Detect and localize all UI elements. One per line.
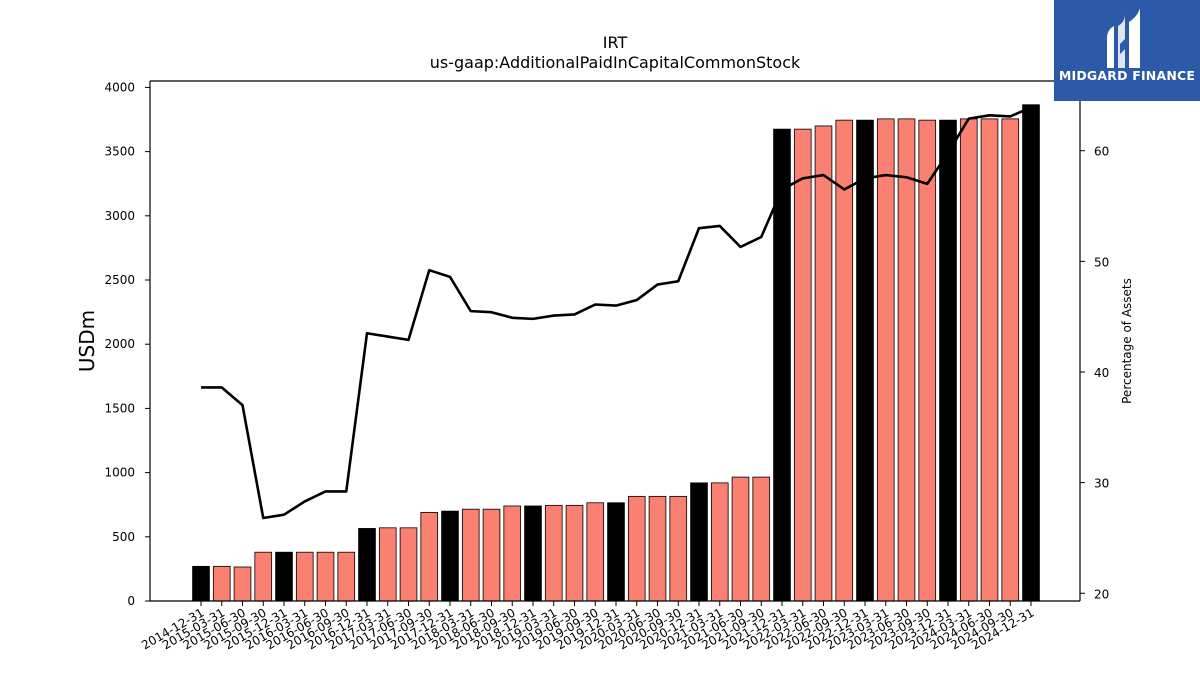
y2-tick-label: 50 <box>1094 255 1109 269</box>
bar-series <box>192 104 1040 602</box>
brand-logo: MIDGARD FINANCE <box>1054 0 1200 101</box>
y-tick-label: 3500 <box>104 145 135 159</box>
y-tick-label: 1000 <box>104 466 135 480</box>
bar-2017-03-31 <box>378 527 397 602</box>
bar-2015-03-31 <box>212 565 231 602</box>
bar-2020-06-30 <box>648 495 667 602</box>
logo-text: MIDGARD FINANCE <box>1058 68 1196 83</box>
y-tick-label: 500 <box>112 530 135 544</box>
bar-2021-06-30 <box>731 476 750 602</box>
y2-tick-label: 20 <box>1094 587 1109 601</box>
bar-2017-09-30 <box>420 512 439 602</box>
bar-2018-03-31 <box>461 508 480 602</box>
bar-2019-06-30 <box>565 504 584 602</box>
line-series <box>201 106 1032 520</box>
y2-tick-label: 60 <box>1094 145 1109 159</box>
bar-2019-03-31 <box>544 504 563 602</box>
y-tick-label: 2000 <box>104 337 135 351</box>
y2-axis-label: Percentage of Assets <box>1120 278 1134 404</box>
bar-2023-03-31 <box>876 118 895 602</box>
bar-2020-09-30 <box>669 495 688 602</box>
bar-2024-06-30 <box>980 118 999 602</box>
bar-2016-06-30 <box>316 551 335 602</box>
y-axis-label: USDm <box>75 310 99 372</box>
y-tick-label: 2500 <box>104 273 135 287</box>
bar-2022-12-31 <box>856 119 874 602</box>
axes: 0 500 1000 1500 2000 2500 3000 3500 4000 20 30 40 50… <box>104 80 1109 652</box>
bar-2020-12-31 <box>690 482 708 602</box>
y2-tick-label: 40 <box>1094 366 1109 380</box>
bar-2018-06-30 <box>482 508 501 602</box>
chart-title: IRT <box>603 33 628 52</box>
percentage-line <box>201 106 1032 520</box>
bar-2014-12-31 <box>192 565 210 602</box>
bar-2017-06-30 <box>399 527 418 602</box>
bar-2018-09-30 <box>503 505 522 602</box>
bar-2021-03-31 <box>710 482 729 602</box>
bar-2022-03-31 <box>793 128 812 602</box>
bar-2023-06-30 <box>897 118 916 602</box>
y-tick-label: 3000 <box>104 209 135 223</box>
bar-2021-09-30 <box>752 476 771 602</box>
bar-2015-09-30 <box>254 551 273 602</box>
bar-2023-12-31 <box>939 119 957 602</box>
bar-2016-12-31 <box>358 528 376 602</box>
y-tick-label: 4000 <box>104 80 135 94</box>
y-tick-label: 1500 <box>104 401 135 415</box>
bar-2019-12-31 <box>607 502 625 602</box>
bar-2016-09-30 <box>337 551 356 602</box>
bar-2023-09-30 <box>918 119 937 602</box>
bar-2020-03-31 <box>627 495 646 602</box>
bar-2015-06-30 <box>233 566 252 602</box>
bar-2018-12-31 <box>524 505 542 602</box>
bar-2015-12-31 <box>275 551 293 602</box>
bar-2019-09-30 <box>586 502 605 602</box>
bar-2024-03-31 <box>959 118 978 602</box>
bar-2022-06-30 <box>814 125 833 602</box>
midgard-logo-icon <box>1107 8 1140 68</box>
bar-2016-03-31 <box>295 551 314 602</box>
bar-2024-09-30 <box>1001 118 1020 602</box>
bar-2022-09-30 <box>835 119 854 602</box>
y-tick-label: 0 <box>127 594 135 608</box>
bar-2024-12-31 <box>1022 104 1040 602</box>
y2-tick-label: 30 <box>1094 477 1109 491</box>
chart-subtitle: us-gaap:AdditionalPaidInCapitalCommonSto… <box>430 53 801 72</box>
bar-2017-12-31 <box>441 510 459 602</box>
